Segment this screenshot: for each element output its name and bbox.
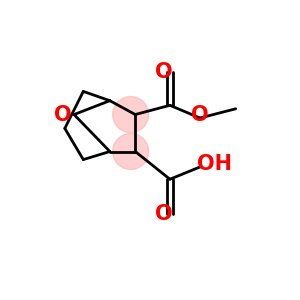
Text: OH: OH (197, 154, 232, 174)
Text: O: O (155, 204, 173, 224)
Text: O: O (191, 104, 209, 124)
Text: O: O (54, 104, 71, 124)
Circle shape (112, 97, 149, 133)
Text: O: O (155, 62, 173, 82)
Circle shape (112, 134, 149, 169)
